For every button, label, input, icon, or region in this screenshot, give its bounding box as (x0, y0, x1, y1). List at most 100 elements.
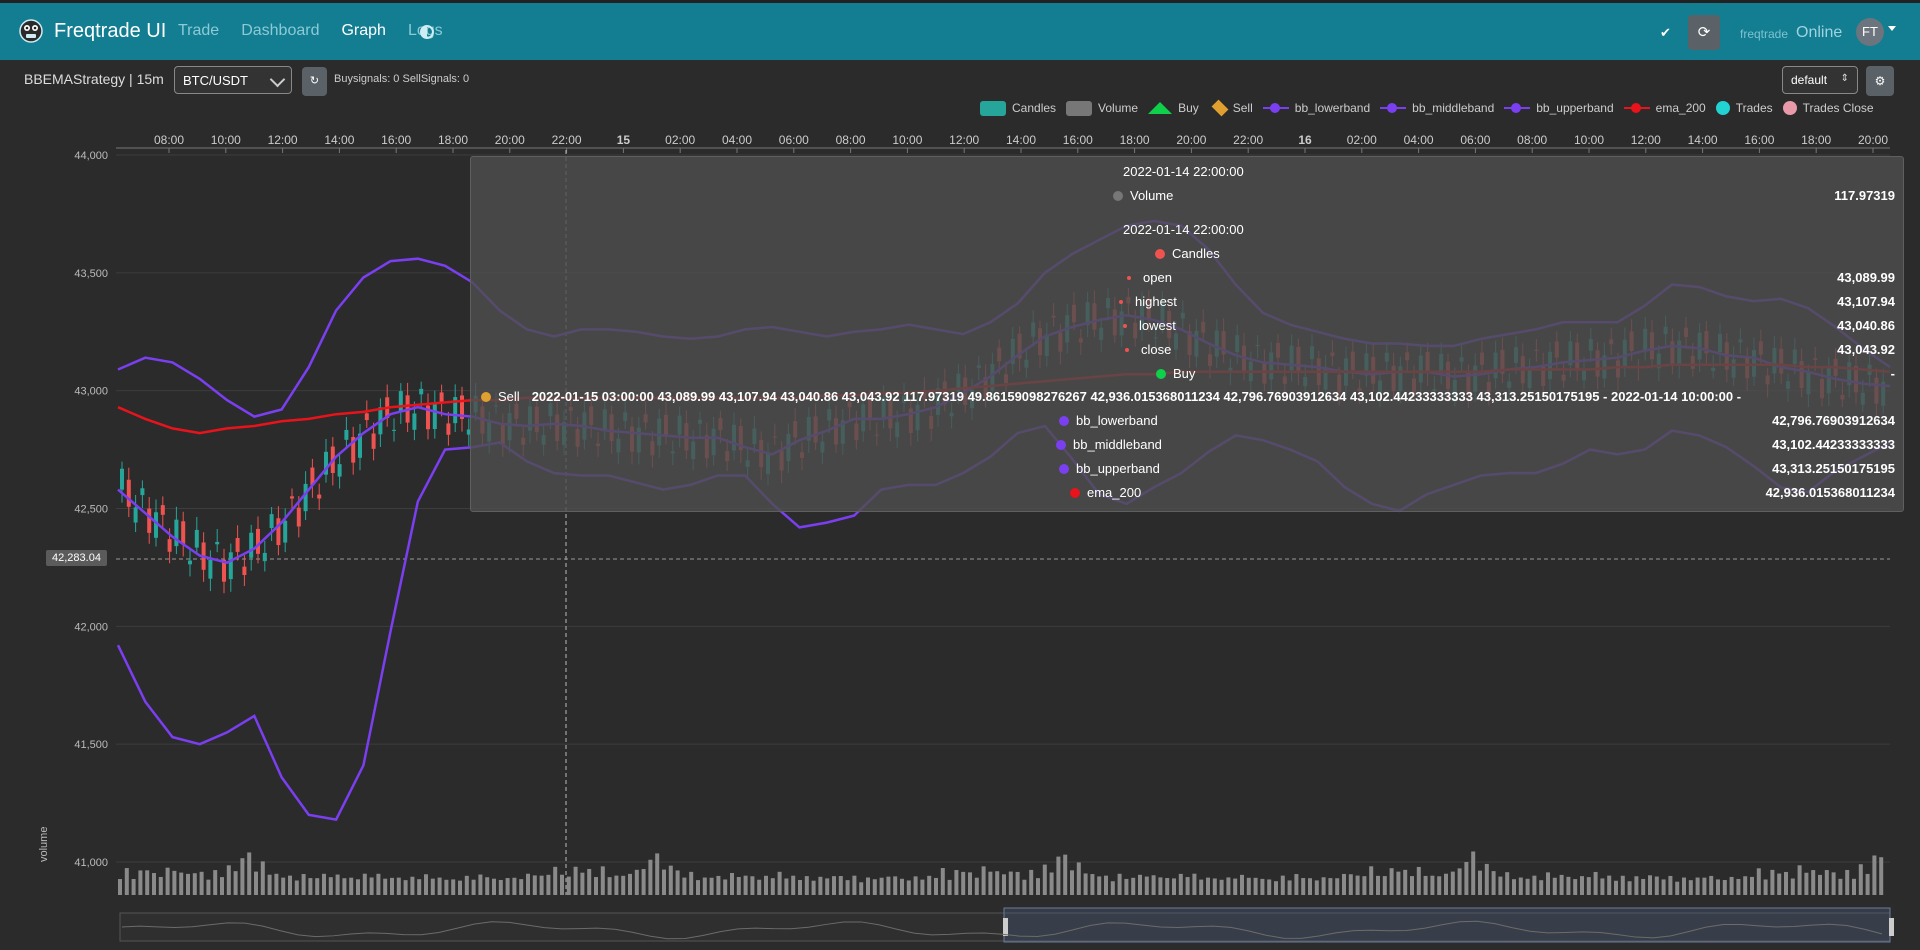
volume-bar (1335, 878, 1340, 895)
legend-trades[interactable]: Trades (1715, 101, 1773, 115)
x-tick-label: 08:00 (154, 133, 184, 147)
volume-bar (165, 867, 170, 895)
legend-volume[interactable]: Volume (1066, 100, 1139, 116)
brand[interactable]: Freqtrade UI (18, 17, 166, 45)
volume-bar (1593, 871, 1598, 895)
volume-bar (974, 877, 979, 895)
tooltip-bb-upperband-value: 43,313.25150175195 (1772, 461, 1895, 476)
line-legend-icon (1262, 101, 1289, 115)
volume-bar (1831, 872, 1836, 895)
volume-bar (1403, 869, 1408, 895)
volume-bar (1580, 876, 1584, 895)
volume-bar (505, 878, 510, 895)
volume-bar (1328, 878, 1333, 895)
volume-bar (1743, 876, 1748, 895)
nav-link-trade[interactable]: Trade (178, 22, 220, 39)
legend-label: Candles (1012, 101, 1057, 115)
check-icon: ✔ (1660, 25, 1671, 40)
candle-body (181, 521, 186, 544)
volume-bar (1464, 862, 1469, 895)
volume-bar (791, 875, 796, 895)
volume-bar (335, 874, 340, 895)
volume-bar (288, 875, 292, 895)
volume-bar (1641, 878, 1646, 895)
volume-bar (906, 880, 911, 895)
volume-bar (1818, 874, 1822, 895)
y-tick-label: 43,500 (74, 268, 108, 280)
candle-body (432, 403, 437, 430)
x-tick-label: 08:00 (1517, 133, 1547, 147)
volume-bar (1478, 870, 1482, 895)
volume-bar (709, 877, 714, 895)
dot-icon (1155, 248, 1165, 259)
legend-trades-close[interactable]: Trades Close (1782, 101, 1874, 115)
candle-body (242, 566, 247, 576)
legend-sell[interactable]: Sell (1209, 99, 1253, 117)
pair-select[interactable]: BTC/USDT (174, 66, 292, 94)
volume-bar (825, 878, 830, 895)
volume-bar (770, 878, 775, 895)
legend-buy[interactable]: Buy (1148, 101, 1199, 115)
volume-bar (954, 870, 959, 895)
volume-bar (186, 873, 190, 895)
volume-bar (274, 873, 279, 895)
legend-candles[interactable]: Candles (980, 100, 1057, 116)
volume-bar (587, 868, 592, 895)
volume-bar (621, 875, 626, 895)
volume-bar (464, 875, 469, 895)
volume-bar (1022, 879, 1027, 895)
reload-button[interactable]: ↻ (302, 67, 327, 96)
volume-bar (1661, 879, 1666, 895)
volume-bar (1430, 875, 1435, 895)
volume-bar (1838, 878, 1843, 895)
legend-bb-middleband[interactable]: bb_middleband (1380, 101, 1494, 115)
candle-body (412, 413, 417, 430)
legend-bb-upperband[interactable]: bb_upperband (1504, 101, 1614, 115)
line-legend-icon (1623, 101, 1650, 115)
nav-link-dashboard[interactable]: Dashboard (241, 22, 320, 39)
refresh-button[interactable]: ⟳ (1688, 15, 1720, 50)
tooltip-bb-middleband-row: bb_middleband (1056, 437, 1162, 452)
x-tick-label: 18:00 (1120, 133, 1150, 147)
volume-bar (702, 877, 707, 895)
avatar[interactable]: FT (1856, 18, 1884, 46)
nav-link-graph[interactable]: Graph (341, 22, 386, 39)
volume-bar (784, 878, 789, 895)
x-tick-label: 14:00 (1006, 133, 1036, 147)
theme-toggle-icon[interactable] (420, 25, 434, 39)
volume-bar (1797, 865, 1802, 895)
plot-config-select[interactable]: default ⇕ (1782, 66, 1858, 94)
volume-bar (1491, 871, 1496, 895)
tooltip-buy-row: Buy (1156, 366, 1195, 381)
volume-bar (1716, 879, 1720, 895)
volume-bar (1668, 875, 1673, 895)
legend-bb-lowerband[interactable]: bb_lowerband (1262, 101, 1371, 115)
x-tick-label: 12:00 (949, 133, 979, 147)
volume-bar (1410, 876, 1414, 895)
volume-bar (866, 877, 870, 895)
volume-bar (485, 877, 490, 895)
volume-bar (1627, 881, 1632, 895)
candle-body (364, 413, 369, 421)
volume-bar (220, 877, 224, 895)
volume-bar (1879, 857, 1884, 895)
legend-label: Volume (1098, 101, 1139, 115)
y-tick-label: 42,500 (74, 504, 108, 516)
volume-bar (1070, 870, 1074, 895)
settings-button[interactable]: ⚙ (1866, 66, 1894, 96)
candle-body (398, 391, 403, 412)
legend-label: bb_lowerband (1294, 101, 1371, 115)
tooltip-open-value: 43,089.99 (1837, 270, 1895, 285)
volume-bar (498, 879, 503, 895)
x-tick-label: 16:00 (1063, 133, 1093, 147)
volume-bar (1498, 876, 1503, 895)
volume-bar (947, 879, 952, 895)
volume-bar (696, 880, 700, 895)
caret-down-icon[interactable] (1888, 26, 1896, 31)
legend-ema-200[interactable]: ema_200 (1623, 101, 1706, 115)
volume-bar (539, 875, 544, 895)
tooltip-sell-values: 2022-01-15 03:00:00 43,089.99 43,107.94 … (531, 389, 1742, 404)
volume-bar (648, 859, 653, 895)
candle-body (324, 451, 328, 475)
volume-bar (1083, 873, 1088, 895)
